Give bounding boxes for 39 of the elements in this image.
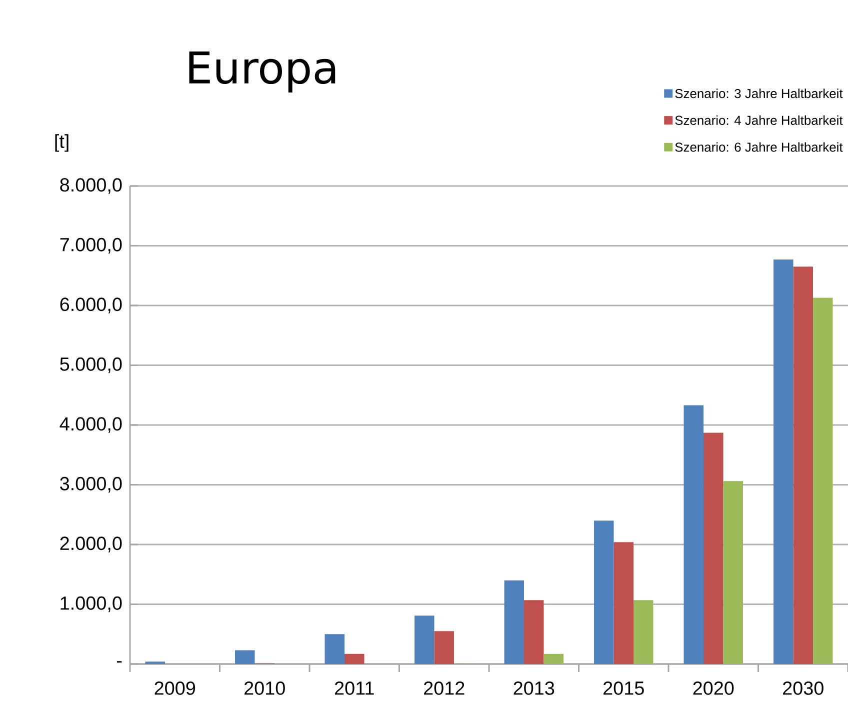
- legend-label: Szenario: 4 Jahre Haltbarkeit: [675, 115, 843, 125]
- bar: [344, 654, 364, 664]
- x-tick-label: 2010: [244, 681, 285, 695]
- bar: [235, 650, 255, 664]
- y-tick-label: 4.000,0: [60, 417, 122, 433]
- x-tick-label: 2020: [693, 681, 734, 695]
- y-tick-label: 5.000,0: [60, 357, 122, 374]
- bar: [793, 266, 814, 664]
- bar: [544, 654, 564, 664]
- bar: [634, 600, 654, 664]
- y-tick-label: 1.000,0: [60, 596, 122, 612]
- bar: [414, 616, 434, 664]
- y-tick-label: 3.000,0: [60, 476, 122, 493]
- bar: [774, 259, 794, 664]
- legend-label: Szenario: 6 Jahre Haltbarkeit: [675, 142, 843, 152]
- x-tick-label: 2012: [424, 681, 464, 695]
- y-axis-title: [t]: [55, 134, 68, 152]
- x-tick-label: 2011: [334, 681, 374, 695]
- bar: [324, 634, 345, 664]
- bar: [723, 481, 743, 664]
- y-tick-label: -: [117, 661, 122, 663]
- bar: [704, 432, 724, 664]
- x-tick-label: 2009: [154, 681, 196, 695]
- y-tick-label: 6.000,0: [60, 298, 122, 314]
- chart-title: Europa: [189, 51, 336, 93]
- bar: [434, 631, 454, 664]
- y-tick-label: 8.000,0: [60, 178, 122, 194]
- bar: [813, 298, 833, 664]
- x-tick-label: 2013: [514, 681, 554, 695]
- bar: [524, 600, 544, 664]
- bar: [614, 542, 634, 664]
- legend-label: Szenario: 3 Jahre Haltbarkeit: [675, 88, 843, 98]
- bar: [504, 580, 524, 664]
- bar: [684, 405, 704, 664]
- y-tick-label: 7.000,0: [60, 238, 122, 254]
- y-tick-label: 2.000,0: [60, 536, 122, 552]
- bar: [594, 520, 614, 664]
- x-tick-label: 2015: [604, 681, 644, 695]
- x-tick-label: 2030: [783, 681, 824, 695]
